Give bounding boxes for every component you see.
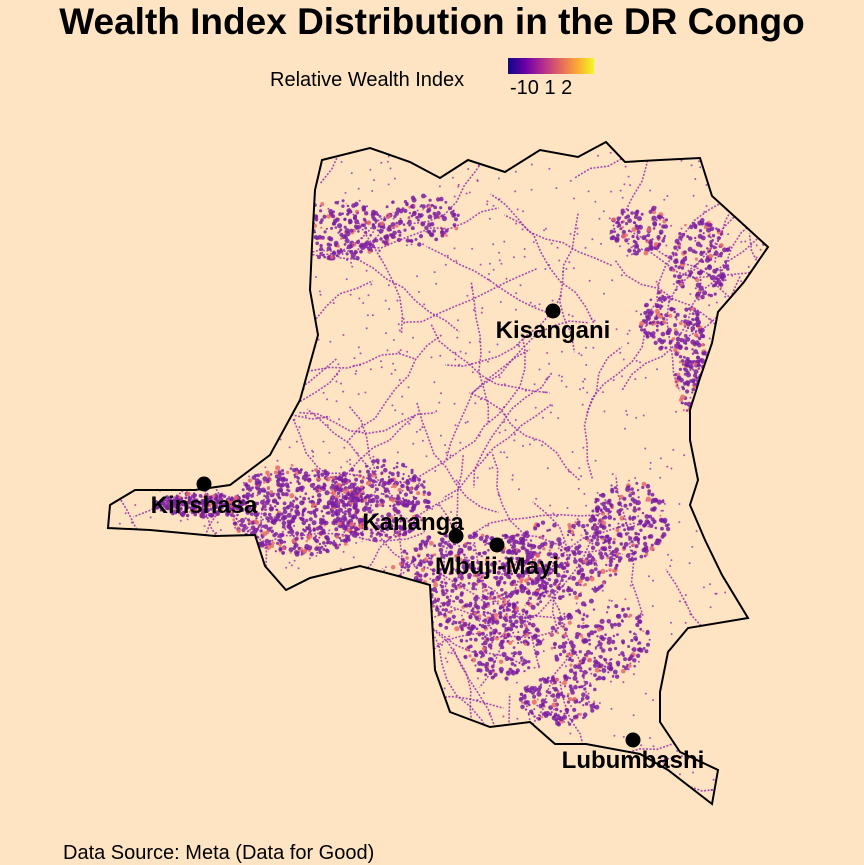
city-marker	[625, 732, 641, 748]
city-kisangani: Kisangani	[496, 303, 611, 344]
data-source-caption: Data Source: Meta (Data for Good)	[63, 842, 375, 864]
legend-colorbar	[508, 58, 594, 74]
city-label: Kananga	[362, 509, 464, 536]
city-kinshasa: Kinshasa	[151, 476, 258, 519]
city-lubumbashi: Lubumbashi	[562, 732, 705, 774]
map-title: Wealth Index Distribution in the DR Cong…	[59, 1, 805, 42]
city-label: Kinshasa	[151, 492, 258, 519]
city-marker	[489, 537, 505, 553]
city-marker	[448, 528, 464, 544]
legend-title: Relative Wealth Index	[270, 69, 465, 91]
city-label: Mbuji-Mayi	[435, 553, 559, 580]
legend-tick-labels: -10 1 2	[510, 77, 573, 99]
city-mbuji-mayi: Mbuji-Mayi	[435, 537, 559, 580]
city-kananga: Kananga	[362, 509, 464, 544]
city-label: Lubumbashi	[562, 747, 705, 774]
city-label: Kisangani	[496, 317, 611, 344]
country-border	[106, 140, 770, 806]
city-marker	[545, 303, 561, 319]
wealth-points	[108, 142, 768, 804]
city-marker	[196, 476, 212, 492]
